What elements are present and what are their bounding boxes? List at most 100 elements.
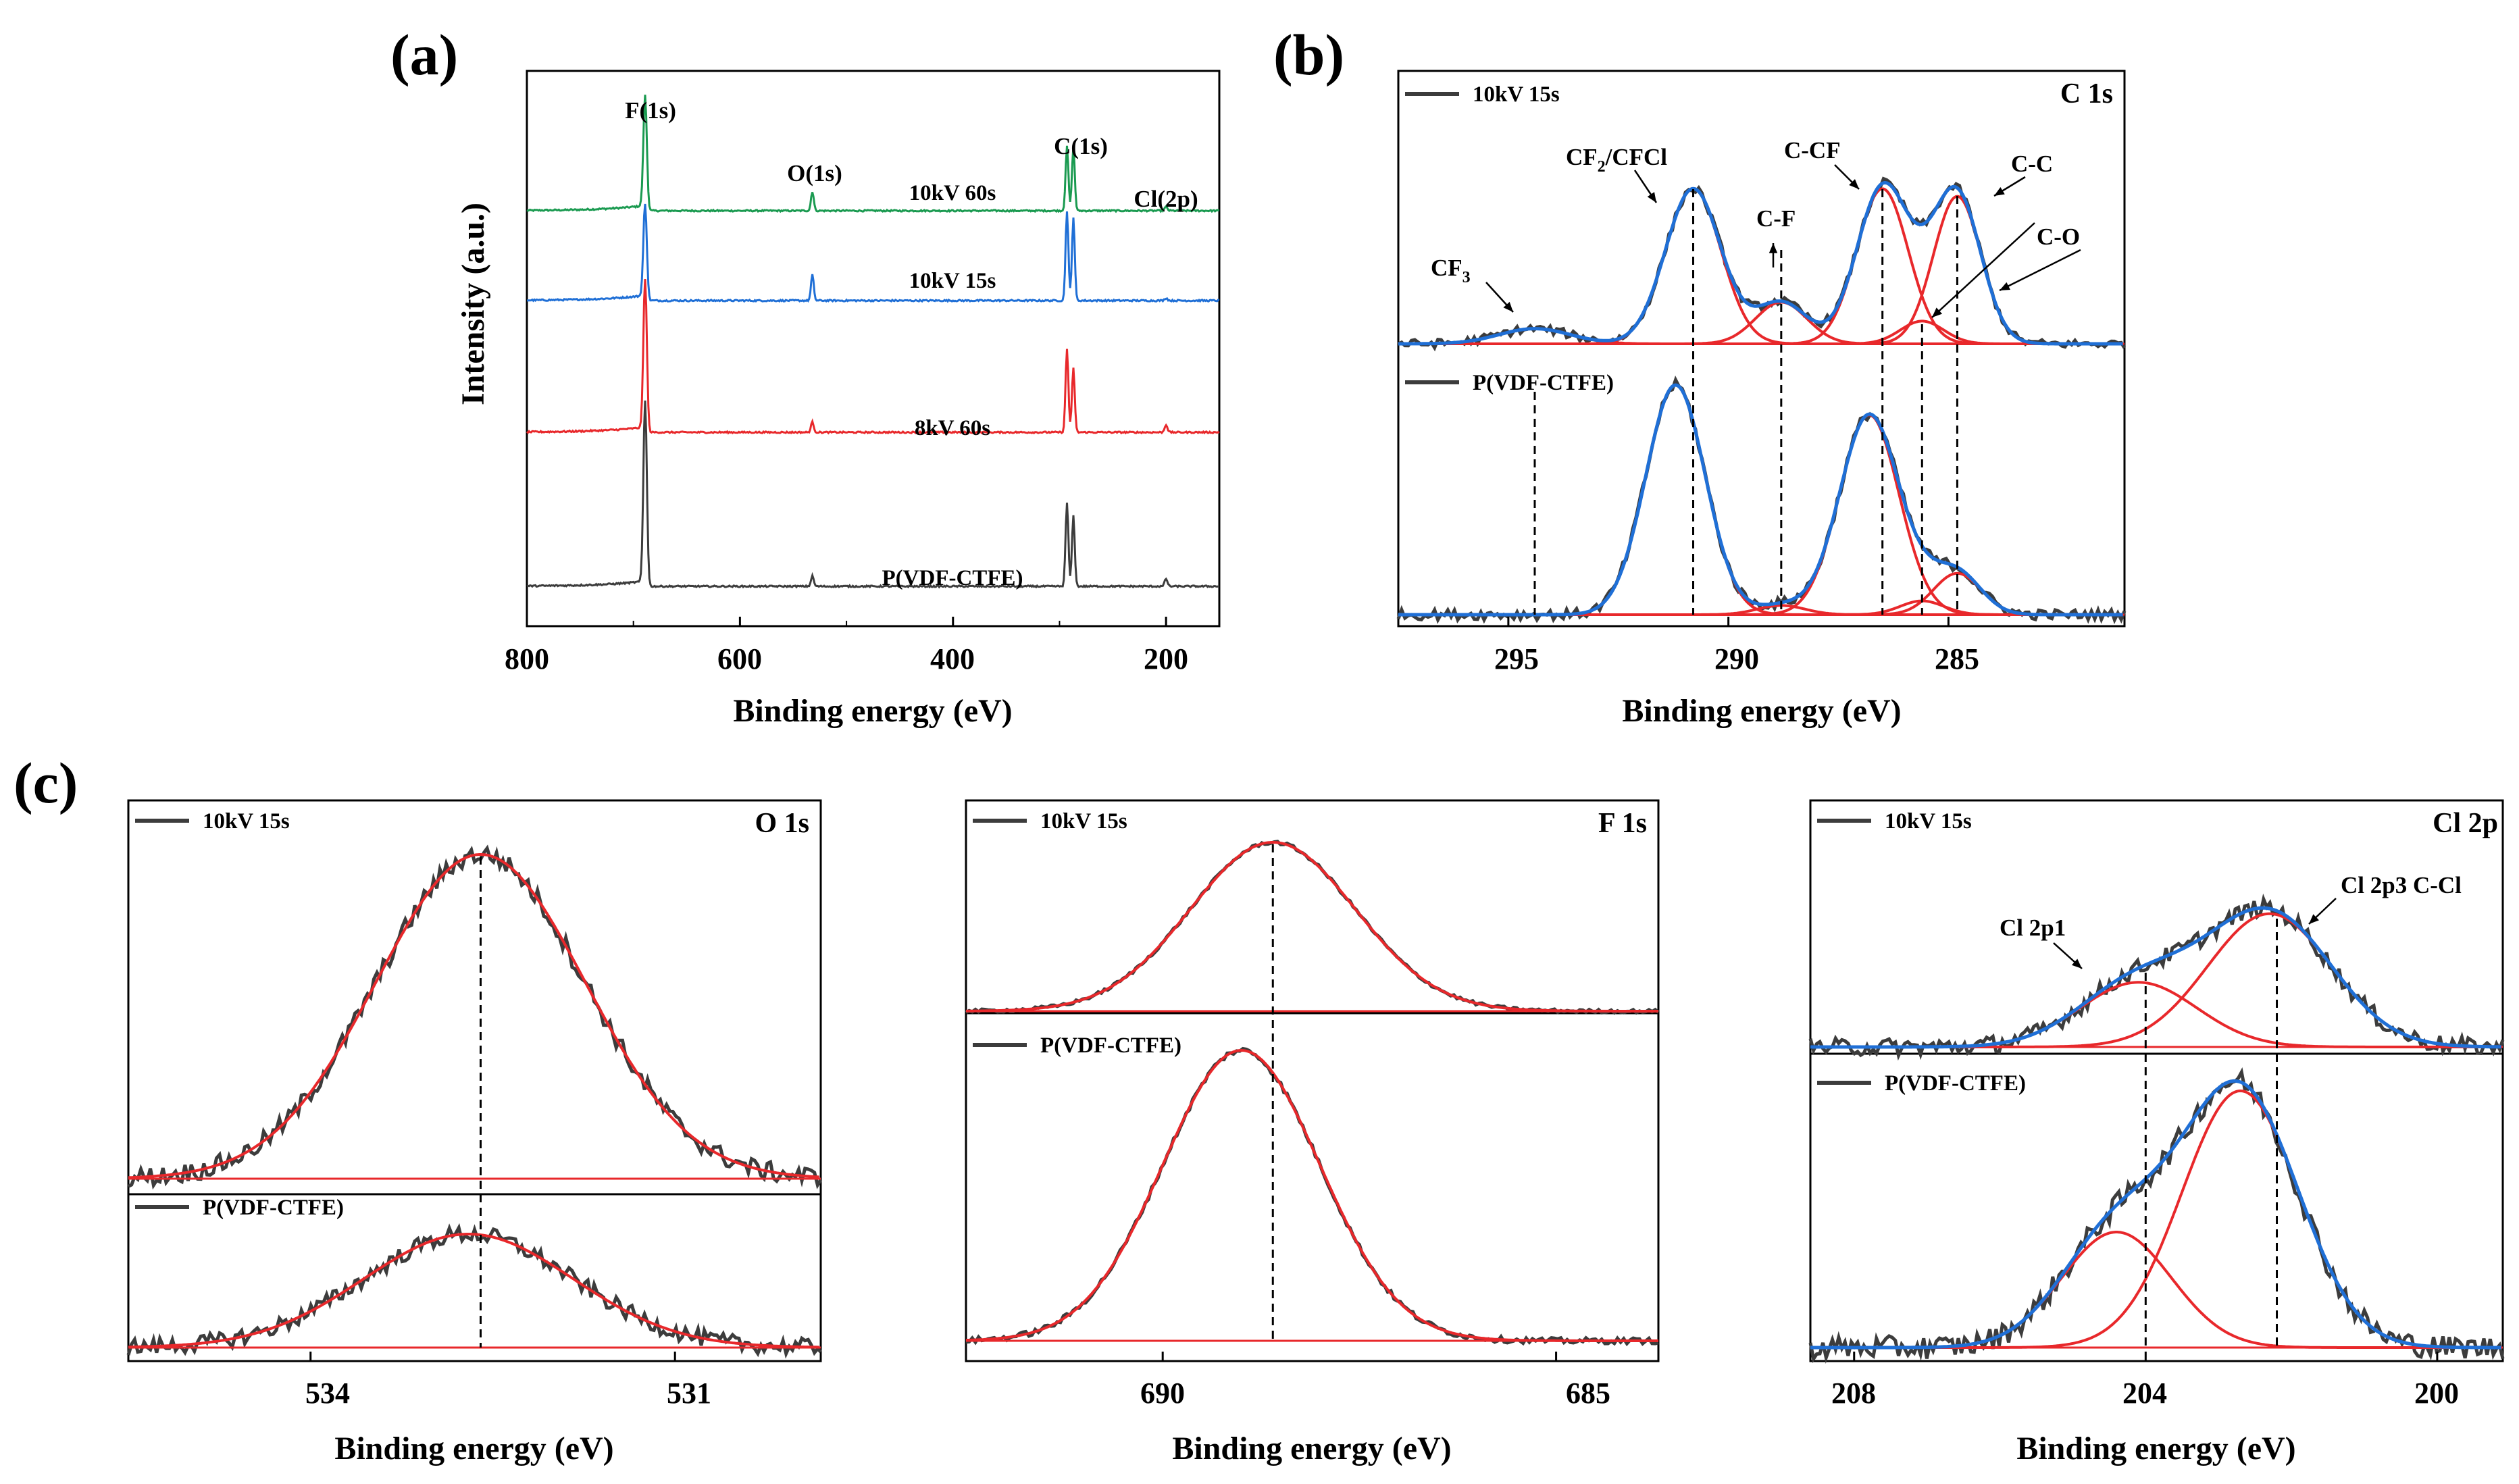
c3-bottom-envelope xyxy=(1810,1079,2501,1350)
panel-c-f1s: 690 685 Binding energy (eV) 10kV 15s P(V… xyxy=(965,799,1660,1466)
panel-a-label-c1s: C(1s) xyxy=(1054,133,1108,159)
panel-c-cl2p: 208 204 200 Binding energy (eV) 10kV 15s… xyxy=(1808,799,2505,1466)
panel-c2-title: F 1s xyxy=(1598,808,1647,839)
b-bottom-measured xyxy=(1396,375,2127,625)
c1-top-component-0 xyxy=(128,853,819,1179)
panel-b-frame xyxy=(1397,70,2126,628)
arrow-cf-head xyxy=(1769,243,1778,253)
panel-a-series-label-3: P(VDF-CTFE) xyxy=(882,566,1023,590)
panel-a-series-label-0: 10kV 60s xyxy=(909,181,996,205)
panel-a-letter: (a) xyxy=(390,22,458,87)
panel-a-series-1 xyxy=(527,203,1220,303)
panel-b-label-cc: C-C xyxy=(2011,151,2053,177)
panel-a: (a) 800 600 400 200 Binding energy (eV) … xyxy=(390,22,1221,729)
panel-b-label-cf: C-F xyxy=(1756,205,1796,232)
panel-c2-frame xyxy=(965,799,1660,1362)
b-bottom-envelope xyxy=(1398,383,2123,617)
panel-a-series-2 xyxy=(526,279,1220,435)
arrow-cc-head xyxy=(1994,187,2005,196)
c2-bottom-measured xyxy=(965,1046,1659,1347)
arrow-co-head xyxy=(1932,307,1943,317)
panel-b-xlabel: Binding energy (eV) xyxy=(1622,693,1901,729)
panel-a-series-layer xyxy=(526,95,1220,589)
c2-bottom-component-0 xyxy=(965,1048,1658,1342)
panel-b-tick-290: 290 xyxy=(1714,642,1759,675)
arrow-cf3-head xyxy=(1503,301,1513,312)
c3-top-component-1 xyxy=(1810,912,2501,1048)
panel-b-title: C 1s xyxy=(2060,78,2113,109)
c1-bottom-component-0 xyxy=(128,1233,819,1349)
panel-b-legend-top: 10kV 15s xyxy=(1473,82,1560,107)
panel-b-label-co: C-O xyxy=(2037,224,2080,250)
panel-c3-plot-layer xyxy=(1808,893,2505,1364)
panel-c2-tick-690: 690 xyxy=(1140,1377,1185,1410)
arrow-cf2-head xyxy=(1647,192,1656,203)
panel-c1-tick-531: 531 xyxy=(667,1377,711,1410)
panel-b-tick-285: 285 xyxy=(1935,642,1979,675)
panel-a-tick-600: 600 xyxy=(717,642,762,675)
b-top-measured xyxy=(1397,176,2127,352)
panel-c3-tick-208: 208 xyxy=(1831,1377,1876,1410)
c3-bottom-component-0 xyxy=(1810,1231,2501,1349)
panel-b-plot-layer xyxy=(1396,176,2127,625)
annotation-arrows xyxy=(1485,164,2337,969)
panel-c1-xlabel: Binding energy (eV) xyxy=(334,1431,613,1466)
panel-c3-legend-top: 10kV 15s xyxy=(1885,809,1972,834)
panel-b-label-cf3: CF3 xyxy=(1431,255,1471,286)
panel-c-o1s: 534 531 Binding energy (eV) 10kV 15s P(V… xyxy=(126,799,823,1466)
panel-c1-legend-top: 10kV 15s xyxy=(203,809,290,834)
arrow-ccf-head xyxy=(1849,179,1859,189)
panel-c2-legend-top: 10kV 15s xyxy=(1040,809,1127,834)
panel-b-ticks xyxy=(1507,617,1950,626)
arrow-co-shaft xyxy=(1931,222,2035,318)
arrow-co-2-shaft xyxy=(1999,249,2081,292)
panel-b-tick-295: 295 xyxy=(1494,642,1539,675)
b-bottom-component-3 xyxy=(1398,413,2123,616)
c2-top-component-0 xyxy=(965,841,1658,1013)
c3-top-envelope xyxy=(1810,906,2501,1049)
panel-a-label-o1s: O(1s) xyxy=(787,160,842,186)
panel-a-tick-200: 200 xyxy=(1144,642,1188,675)
panel-a-series-0 xyxy=(526,95,1219,213)
panel-c3-tick-204: 204 xyxy=(2122,1377,2167,1410)
c1-top-measured xyxy=(127,844,823,1190)
panel-c3-label-p3: Cl 2p3 C-Cl xyxy=(2341,872,2462,898)
arrow-co-2-head xyxy=(2000,282,2010,290)
panel-c2-plot-layer xyxy=(965,840,1660,1347)
panel-c3-frame xyxy=(1809,799,2504,1362)
panel-c2-tick-685: 685 xyxy=(1566,1377,1610,1410)
panel-c1-ticks xyxy=(309,1352,676,1361)
panel-c2-xlabel: Binding energy (eV) xyxy=(1172,1431,1451,1466)
panel-b-letter: (b) xyxy=(1273,22,1344,87)
panel-c3-legend-bottom: P(VDF-CTFE) xyxy=(1885,1071,2026,1096)
panel-c1-legend-bottom: P(VDF-CTFE) xyxy=(203,1196,344,1220)
c3-bottom-measured xyxy=(1808,1067,2505,1364)
panel-c2-ticks xyxy=(1161,1352,1558,1361)
b-top-envelope xyxy=(1398,180,2123,346)
panel-a-xlabel: Binding energy (eV) xyxy=(733,693,1012,729)
panel-a-tick-800: 800 xyxy=(505,642,549,675)
panel-a-ylabel: Intensity (a.u.) xyxy=(455,203,491,405)
panel-c3-title: Cl 2p xyxy=(2433,808,2498,839)
panel-a-ticks xyxy=(526,617,1167,626)
c3-bottom-component-1 xyxy=(1810,1089,2501,1349)
c3-top-component-0 xyxy=(1810,981,2501,1048)
panel-c3-xlabel: Binding energy (eV) xyxy=(2016,1431,2295,1466)
panel-c1-plot-layer xyxy=(126,844,823,1359)
panel-c3-tick-200: 200 xyxy=(2414,1377,2459,1410)
panel-a-series-3 xyxy=(526,400,1220,589)
panel-b-legend-bottom: P(VDF-CTFE) xyxy=(1473,371,1614,395)
arrow-cl2p1-head xyxy=(2071,958,2082,969)
panel-c3-label-p1: Cl 2p1 xyxy=(2000,915,2066,941)
panel-a-frame xyxy=(526,70,1221,628)
panel-a-label-f1s: F(1s) xyxy=(625,97,676,124)
panel-c-letter: (c) xyxy=(14,750,78,815)
panel-c1-frame xyxy=(127,799,822,1362)
c2-top-measured xyxy=(965,840,1660,1015)
panel-c2-legend-bottom: P(VDF-CTFE) xyxy=(1040,1033,1181,1058)
panel-b-label-cf2: CF2/CFCl xyxy=(1566,144,1667,176)
panel-b: (b) 295 290 285 Binding energy (eV) 10kV… xyxy=(1273,22,2127,729)
panel-a-series-label-1: 10kV 15s xyxy=(909,269,996,293)
panel-c1-tick-534: 534 xyxy=(305,1377,350,1410)
